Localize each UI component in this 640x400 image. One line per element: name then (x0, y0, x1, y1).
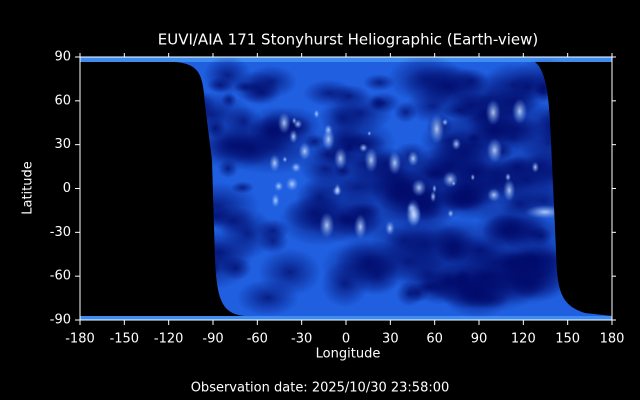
texture (432, 184, 437, 193)
texture (511, 98, 528, 125)
x-axis-label: Longitude (316, 347, 381, 362)
texture (486, 138, 503, 163)
texture (363, 74, 396, 91)
x-tick-label: -150 (110, 332, 140, 347)
texture (407, 150, 419, 167)
x-tick-label: 120 (511, 332, 536, 347)
texture (487, 188, 501, 202)
y-tick-label: 60 (54, 93, 71, 108)
texture (285, 176, 299, 192)
texture (396, 280, 423, 307)
texture (447, 209, 454, 218)
texture (319, 212, 335, 239)
texture (430, 191, 437, 203)
texture (274, 181, 284, 192)
texture (364, 147, 378, 173)
texture (495, 251, 529, 273)
texture (282, 156, 288, 163)
texture (503, 179, 516, 202)
texture (334, 183, 341, 196)
chart-title: EUVI/AIA 171 Stonyhurst Heliographic (Ea… (158, 31, 539, 49)
x-tick-label: 90 (471, 332, 488, 347)
footer: Observation date: 2025/10/30 23:58:00 (191, 381, 450, 396)
texture (369, 95, 387, 111)
x-tick-label: 0 (342, 332, 350, 347)
y-tick-label: 30 (54, 137, 71, 152)
texture (206, 77, 233, 94)
texture (429, 113, 445, 144)
y-tick-label: -30 (50, 225, 71, 240)
texture (441, 118, 449, 126)
x-tick-label: 180 (600, 332, 625, 347)
texture (393, 101, 418, 123)
texture (277, 112, 291, 134)
texture (322, 128, 335, 151)
texture (385, 220, 395, 236)
polar-band (80, 316, 612, 320)
occulted-region (535, 62, 612, 316)
y-tick-label: -60 (50, 269, 71, 284)
texture (233, 70, 279, 104)
texture (258, 248, 322, 297)
y-tick-label: 90 (54, 50, 71, 65)
map (80, 57, 612, 320)
x-tick-label: -180 (65, 332, 95, 347)
y-tick-label: 0 (63, 181, 71, 196)
texture (442, 171, 458, 188)
texture (367, 130, 372, 136)
texture (470, 173, 475, 181)
x-tick-label: -120 (154, 332, 184, 347)
y-tick-label: -90 (50, 313, 71, 328)
texture (271, 193, 280, 208)
texture (289, 129, 298, 144)
x-tick-label: 60 (426, 332, 443, 347)
texture (451, 137, 461, 151)
x-tick-label: 30 (382, 332, 399, 347)
texture (320, 238, 412, 295)
texture (336, 212, 355, 227)
texture (388, 151, 402, 175)
texture (324, 124, 333, 136)
texture (353, 214, 367, 240)
occulted-region (80, 62, 245, 316)
texture (313, 109, 320, 119)
texture (359, 143, 368, 153)
texture (298, 142, 311, 161)
texture (290, 162, 302, 173)
polar-band (80, 57, 612, 62)
texture (269, 154, 281, 173)
texture (485, 99, 501, 126)
x-tick-label: -60 (247, 332, 268, 347)
y-axis-label: Latitude (21, 161, 36, 215)
texture (305, 192, 406, 245)
texture (437, 272, 499, 310)
x-tick-label: -90 (202, 332, 223, 347)
texture (333, 147, 348, 170)
texture (531, 161, 539, 173)
texture (293, 119, 303, 129)
texture (202, 125, 259, 165)
x-tick-label: 150 (555, 332, 580, 347)
texture (405, 198, 421, 228)
x-tick-label: -30 (291, 332, 312, 347)
texture (505, 172, 511, 182)
texture (411, 179, 427, 197)
texture (402, 63, 489, 108)
